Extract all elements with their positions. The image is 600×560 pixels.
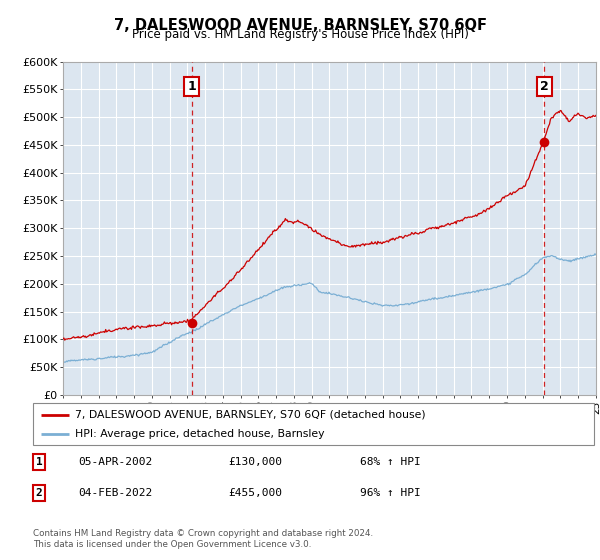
Text: HPI: Average price, detached house, Barnsley: HPI: Average price, detached house, Barn… bbox=[75, 429, 325, 439]
Text: 2: 2 bbox=[540, 80, 548, 93]
Text: £455,000: £455,000 bbox=[228, 488, 282, 498]
Text: 1: 1 bbox=[35, 457, 43, 467]
Text: 7, DALESWOOD AVENUE, BARNSLEY, S70 6QF (detached house): 7, DALESWOOD AVENUE, BARNSLEY, S70 6QF (… bbox=[75, 409, 426, 419]
Text: 68% ↑ HPI: 68% ↑ HPI bbox=[360, 457, 421, 467]
Text: Contains HM Land Registry data © Crown copyright and database right 2024.
This d: Contains HM Land Registry data © Crown c… bbox=[33, 529, 373, 549]
Text: £130,000: £130,000 bbox=[228, 457, 282, 467]
Text: 96% ↑ HPI: 96% ↑ HPI bbox=[360, 488, 421, 498]
Text: 05-APR-2002: 05-APR-2002 bbox=[78, 457, 152, 467]
FancyBboxPatch shape bbox=[33, 403, 594, 445]
Text: 2: 2 bbox=[35, 488, 43, 498]
Text: Price paid vs. HM Land Registry's House Price Index (HPI): Price paid vs. HM Land Registry's House … bbox=[131, 28, 469, 41]
Text: 7, DALESWOOD AVENUE, BARNSLEY, S70 6QF: 7, DALESWOOD AVENUE, BARNSLEY, S70 6QF bbox=[113, 18, 487, 33]
Text: 1: 1 bbox=[187, 80, 196, 93]
Text: 04-FEB-2022: 04-FEB-2022 bbox=[78, 488, 152, 498]
